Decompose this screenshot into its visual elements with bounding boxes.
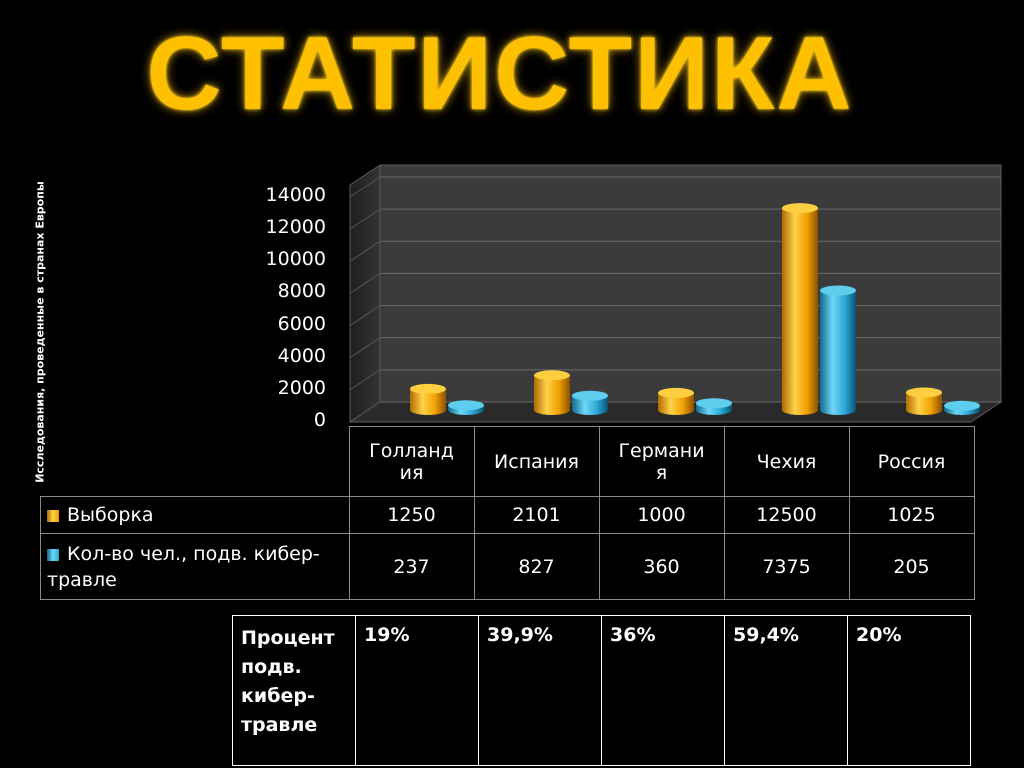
bar	[658, 387, 694, 415]
plot-back-wall	[379, 164, 1002, 403]
percent-table: Процент подв. кибер- травле 19% 39,9% 36…	[232, 615, 971, 766]
y-tick-label: 14000	[265, 184, 326, 206]
bar-body	[906, 392, 942, 410]
category-label: Голланд ия	[369, 439, 454, 484]
bar-base	[658, 405, 694, 415]
bar-top	[534, 370, 570, 381]
table-cell: 1000	[598, 496, 725, 534]
gridline-side	[349, 240, 381, 262]
table-cell: 237	[348, 533, 475, 600]
percent-cell: 36%	[601, 615, 725, 766]
plot-side-wall	[349, 164, 381, 423]
category-label: Испания	[494, 450, 579, 473]
legend-cell: Кол-во чел., подв. кибер- травле	[40, 533, 350, 600]
table-corner	[40, 426, 350, 497]
table-cell: 1025	[848, 496, 975, 534]
category-cell: Россия	[848, 426, 975, 497]
gridline-side	[349, 369, 381, 391]
bar	[696, 398, 732, 415]
bar-chart	[348, 164, 1003, 423]
table-cell: 1250	[348, 496, 475, 534]
bar-top	[410, 383, 446, 394]
bar-base	[572, 405, 608, 415]
y-tick-label: 10000	[265, 248, 326, 271]
gridline-side	[349, 208, 381, 230]
bar-base	[534, 405, 570, 415]
table-header-row: Голланд ия Испания Германи я Чехия Росси…	[40, 426, 975, 497]
bar-body	[820, 290, 856, 410]
category-cell: Германи я	[598, 426, 725, 497]
y-tick-label: 6000	[277, 312, 326, 335]
bar-top	[782, 203, 818, 214]
bar	[534, 370, 570, 415]
bar-body	[410, 388, 446, 410]
bar-base	[410, 405, 446, 415]
percent-header: Процент подв. кибер- травле	[232, 615, 356, 766]
category-cell: Голланд ия	[348, 426, 475, 497]
bar-base	[820, 405, 856, 415]
bar-top	[696, 398, 732, 409]
table-row: Кол-во чел., подв. кибер- травле 237 827…	[40, 533, 975, 600]
bar-base	[906, 405, 942, 415]
bar-base	[782, 405, 818, 415]
y-tick-label: 4000	[277, 344, 326, 367]
bar	[572, 390, 608, 415]
bar	[906, 387, 942, 415]
bar	[944, 400, 980, 415]
bar	[820, 285, 856, 415]
bar-top	[906, 387, 942, 398]
bar-top	[944, 400, 980, 411]
y-tick-label: 2000	[277, 376, 326, 399]
table-cell: 12500	[723, 496, 850, 534]
category-label: Россия	[877, 450, 946, 473]
bar-top	[820, 285, 856, 296]
bar	[782, 203, 818, 415]
table-cell: 2101	[473, 496, 600, 534]
bar-top	[448, 400, 484, 411]
table-cell: 827	[473, 533, 600, 600]
slide-title: СТАТИСТИКА	[146, 16, 854, 132]
gridline-side	[349, 305, 381, 326]
category-cell: Чехия	[723, 426, 850, 497]
category-label: Чехия	[756, 450, 817, 473]
legend-label: Кол-во чел., подв. кибер- травле	[47, 542, 320, 591]
y-tick-label: 8000	[277, 280, 326, 303]
chart-data-table: Голланд ия Испания Германи я Чехия Росси…	[40, 426, 975, 600]
percent-cell: 39,9%	[478, 615, 602, 766]
gridline-side	[349, 273, 381, 294]
gridline-side	[349, 337, 381, 359]
bar-top	[658, 387, 694, 398]
category-cell: Испания	[473, 426, 600, 497]
table-cell: 205	[848, 533, 975, 600]
percent-cell: 20%	[847, 615, 971, 766]
percent-cell: 19%	[355, 615, 479, 766]
gridline-side	[349, 176, 381, 198]
bar	[448, 400, 484, 415]
legend-cell: Выборка	[40, 496, 350, 534]
percent-cell: 59,4%	[724, 615, 848, 766]
legend-label: Выборка	[67, 504, 154, 526]
table-cell: 360	[598, 533, 725, 600]
table-cell: 7375	[723, 533, 850, 600]
y-tick-label: 0	[313, 409, 326, 431]
bar-body	[534, 375, 570, 410]
bar-body	[782, 208, 818, 410]
bar-top	[572, 390, 608, 401]
gridline-side	[349, 401, 381, 423]
table-row: Выборка 1250 2101 1000 12500 1025	[40, 496, 975, 534]
category-label: Германи я	[618, 439, 705, 484]
bar	[410, 383, 446, 415]
y-tick-label: 12000	[265, 216, 326, 239]
legend-key-series-2	[47, 548, 59, 561]
legend-key-series-1	[47, 510, 59, 522]
